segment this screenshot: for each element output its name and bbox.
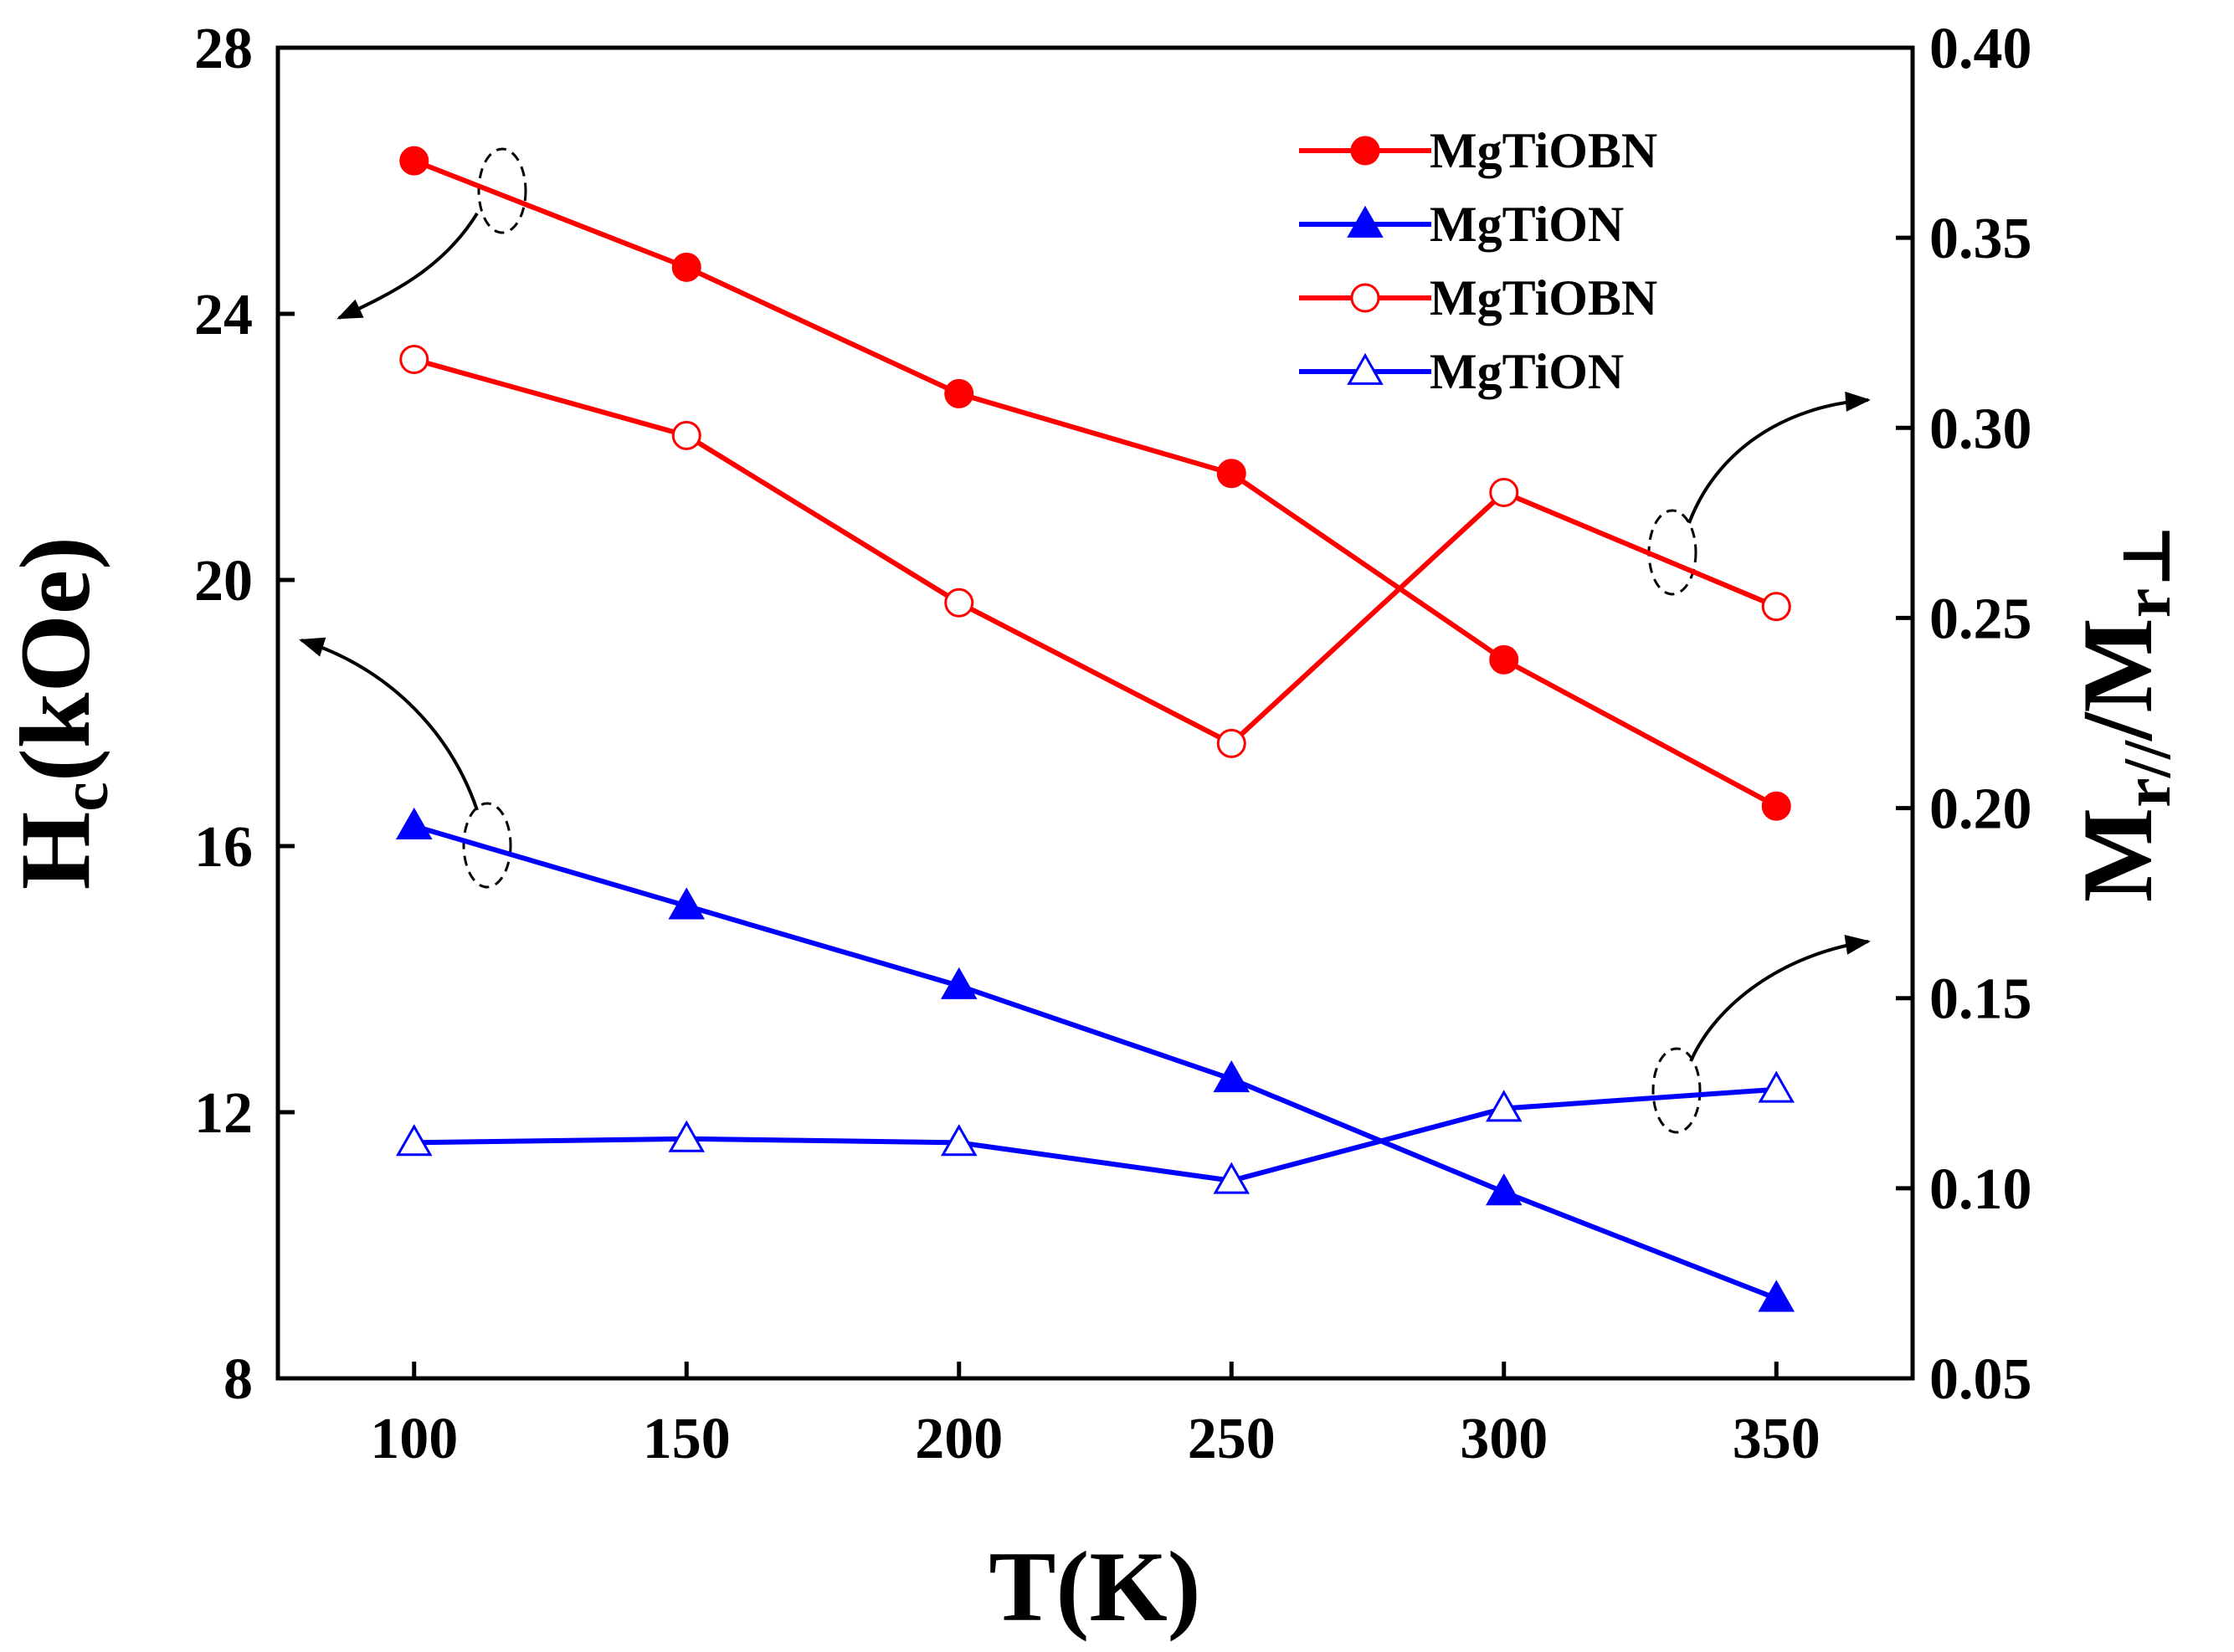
data-point-circle bbox=[1489, 478, 1519, 508]
series-line bbox=[413, 357, 1778, 746]
series-left-triangle-filled bbox=[395, 807, 1795, 1312]
y-left-tick-label: 8 bbox=[223, 1347, 253, 1412]
data-point-circle bbox=[1489, 644, 1519, 675]
legend-label: MgTiON bbox=[1430, 197, 1624, 252]
data-point-circle bbox=[944, 378, 974, 408]
y-left-tick-label: 24 bbox=[194, 283, 253, 347]
series-right-triangle-open bbox=[395, 1070, 1795, 1194]
legend-label: MgTiOBN bbox=[1430, 123, 1657, 178]
x-tick-label: 350 bbox=[1733, 1407, 1821, 1471]
annotation-ellipse bbox=[1651, 1047, 1702, 1134]
data-point-circle bbox=[1761, 791, 1791, 821]
annotation-ellipse bbox=[462, 802, 512, 889]
annotation-arrow bbox=[1687, 391, 1871, 524]
data-point-circle bbox=[1350, 283, 1380, 313]
annotation-red-left bbox=[336, 147, 527, 320]
axis-indicator-annotations bbox=[299, 147, 1871, 1134]
data-point-circle bbox=[944, 587, 974, 618]
data-point-circle bbox=[1761, 592, 1791, 622]
y-right-title-sub2: r⊥ bbox=[2111, 524, 2185, 618]
y-right-tick-label: 0.40 bbox=[1929, 17, 2032, 81]
data-point-circle bbox=[399, 345, 429, 375]
x-tick-label: 150 bbox=[643, 1407, 731, 1471]
series-layer bbox=[395, 146, 1795, 1312]
data-point-triangle bbox=[1485, 1090, 1523, 1122]
data-point-circle bbox=[1350, 136, 1380, 166]
y-right-tick-label: 0.35 bbox=[1929, 207, 2032, 271]
y-right-title-slash: / bbox=[2062, 711, 2173, 742]
legend-item: MgTiON bbox=[1299, 197, 1624, 252]
annotation-ellipse bbox=[477, 147, 527, 234]
y-left-tick-label: 16 bbox=[194, 815, 253, 880]
y-right-title-sub1: r// bbox=[2111, 739, 2185, 808]
data-point-circle bbox=[671, 420, 701, 450]
y-right-tick-label: 0.15 bbox=[1929, 967, 2032, 1032]
y-left-title-main: H bbox=[0, 812, 110, 890]
y-left-title-subscript: c bbox=[49, 782, 122, 812]
x-tick-label: 250 bbox=[1188, 1407, 1276, 1471]
annotation-arrow bbox=[299, 637, 479, 811]
annotation-blue-left bbox=[299, 637, 512, 889]
annotation-arrow bbox=[336, 212, 479, 320]
y-left-axis-title: Hc(kOe) bbox=[0, 536, 122, 890]
y-left-tick-label: 12 bbox=[194, 1081, 253, 1146]
legend-item: MgTiON bbox=[1299, 344, 1624, 399]
data-point-triangle bbox=[940, 1124, 978, 1157]
data-point-triangle bbox=[1347, 352, 1384, 385]
data-point-triangle bbox=[1758, 1070, 1795, 1103]
data-point-triangle bbox=[1213, 1162, 1251, 1194]
y-left-title-rest: (kOe) bbox=[0, 536, 110, 782]
x-axis-ticks: 100 150 200 250 300 350 bbox=[370, 1362, 1821, 1471]
series-right-circle-open bbox=[399, 345, 1791, 758]
x-tick-label: 300 bbox=[1460, 1407, 1548, 1471]
series-line bbox=[413, 158, 1778, 808]
data-point-circle bbox=[671, 252, 701, 282]
legend-label: MgTiOBN bbox=[1430, 270, 1657, 326]
data-point-triangle bbox=[940, 967, 978, 999]
data-point-triangle bbox=[668, 887, 706, 920]
legend: MgTiOBN MgTiON MgTiOBN MgTiON bbox=[1299, 123, 1657, 399]
series-left-circle-filled bbox=[399, 146, 1791, 821]
y-right-title-m1: M bbox=[2062, 808, 2173, 902]
y-right-title-m2: M bbox=[2062, 618, 2173, 712]
data-point-triangle bbox=[1485, 1173, 1523, 1206]
y-right-tick-label: 0.10 bbox=[1929, 1157, 2032, 1222]
data-point-triangle bbox=[395, 1124, 433, 1157]
plot-frame bbox=[275, 45, 1915, 1381]
legend-item: MgTiOBN bbox=[1299, 123, 1657, 178]
series-line bbox=[413, 1086, 1777, 1183]
data-point-circle bbox=[399, 146, 429, 176]
data-point-triangle bbox=[1213, 1060, 1251, 1093]
x-tick-label: 100 bbox=[370, 1407, 458, 1471]
data-point-triangle bbox=[1347, 205, 1384, 238]
data-point-triangle bbox=[1758, 1280, 1795, 1312]
y-right-tick-label: 0.20 bbox=[1929, 777, 2032, 842]
y-right-tick-label: 0.25 bbox=[1929, 587, 2032, 651]
annotation-blue-right bbox=[1651, 935, 1871, 1134]
series-line bbox=[413, 823, 1778, 1301]
data-point-triangle bbox=[668, 1120, 706, 1152]
data-point-triangle bbox=[395, 807, 433, 840]
annotation-ellipse bbox=[1647, 509, 1697, 596]
y-right-axis-ticks: 0.05 0.10 0.15 0.20 0.25 0.30 0.35 0.40 bbox=[1896, 17, 2032, 1412]
x-axis-title: T(K) bbox=[989, 1531, 1200, 1642]
data-point-circle bbox=[1216, 459, 1246, 489]
y-right-tick-label: 0.05 bbox=[1929, 1347, 2032, 1412]
x-tick-label: 200 bbox=[915, 1407, 1003, 1471]
y-right-axis-title: Mr///Mr⊥ bbox=[2062, 524, 2185, 902]
y-left-tick-label: 20 bbox=[194, 549, 253, 613]
data-point-circle bbox=[1216, 728, 1246, 758]
legend-item: MgTiOBN bbox=[1299, 270, 1657, 326]
annotation-arrow bbox=[1689, 935, 1871, 1062]
y-left-tick-label: 28 bbox=[194, 17, 253, 81]
y-right-tick-label: 0.30 bbox=[1929, 397, 2032, 461]
y-left-axis-ticks: 8 12 16 20 24 28 bbox=[194, 17, 295, 1412]
legend-label: MgTiON bbox=[1430, 344, 1624, 399]
